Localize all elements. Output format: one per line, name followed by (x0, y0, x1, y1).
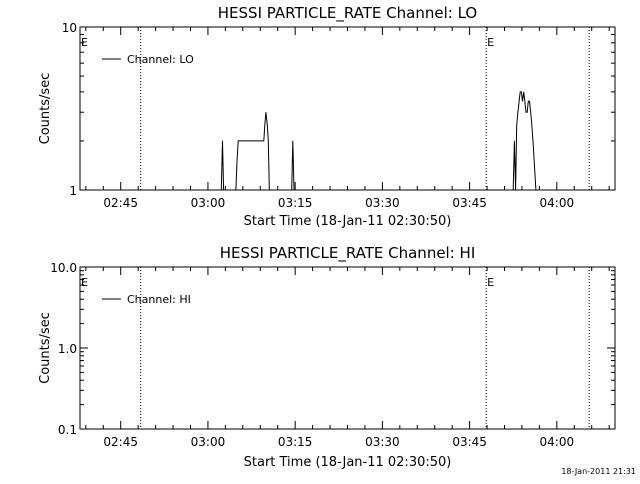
x-tick-label: 03:45 (452, 435, 487, 449)
x-tick-label: 02:45 (103, 435, 138, 449)
x-tick-label: 03:30 (365, 196, 400, 210)
legend-entry: Channel: HI (127, 293, 191, 306)
y-tick-label: 10.0 (50, 261, 77, 275)
event-marker-label: E (81, 276, 88, 289)
x-tick-label: 03:00 (191, 435, 226, 449)
x-tick-label: 03:30 (365, 435, 400, 449)
x-tick-label: 02:45 (103, 196, 138, 210)
y-tick-label: 1.0 (58, 342, 77, 356)
y-axis-label: Counts/sec (38, 312, 53, 384)
x-tick-label: 04:00 (540, 196, 575, 210)
event-marker-label: E (81, 36, 88, 49)
legend-entry: Channel: LO (127, 53, 194, 66)
series-line (80, 91, 615, 191)
chart-title: HESSI PARTICLE_RATE Channel: LO (218, 4, 477, 23)
x-tick-label: 03:15 (278, 435, 313, 449)
x-axis-label: Start Time (18-Jan-11 02:30:50) (244, 214, 452, 229)
chart-title: HESSI PARTICLE_RATE Channel: HI (220, 244, 476, 263)
event-marker-label: E (487, 276, 494, 289)
event-marker-label: E (487, 36, 494, 49)
x-axis-label: Start Time (18-Jan-11 02:30:50) (244, 455, 452, 470)
x-tick-label: 03:15 (278, 196, 313, 210)
y-axis-label: Counts/sec (38, 73, 53, 145)
x-tick-label: 03:00 (191, 196, 226, 210)
y-tick-label: 0.1 (58, 423, 77, 437)
plot-frame (79, 266, 616, 430)
y-tick-label: 10 (62, 21, 77, 35)
x-tick-label: 03:45 (452, 196, 487, 210)
x-tick-label: 04:00 (540, 435, 575, 449)
y-tick-label: 1 (69, 184, 77, 198)
footer-timestamp: 18-Jan-2011 21:31 (561, 467, 636, 476)
